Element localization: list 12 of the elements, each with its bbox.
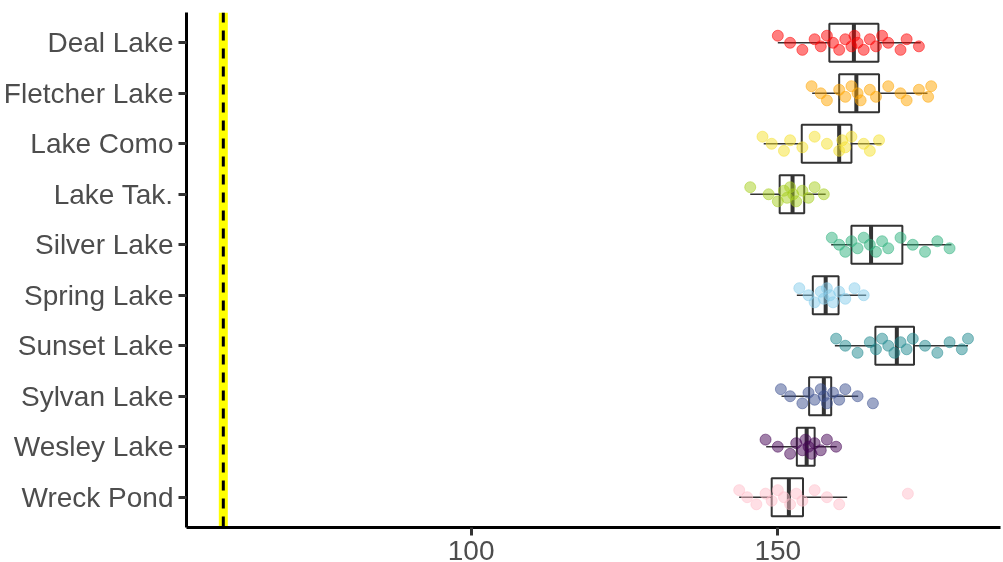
y-tick-label: Fletcher Lake <box>3 77 174 109</box>
y-tick-label: Spring Lake <box>24 279 174 311</box>
y-tick-label: Wesley Lake <box>13 431 174 463</box>
y-tick-label: Sylvan Lake <box>20 380 174 412</box>
y-tick-label: Lake Tak. <box>53 178 173 210</box>
y-tick-label: Silver Lake <box>34 229 174 261</box>
y-tick-label: Deal Lake <box>47 27 174 59</box>
x-tick-label: 100 <box>447 534 495 562</box>
y-tick-label: Sunset Lake <box>17 330 174 362</box>
y-tick-label: Wreck Pond <box>21 481 174 513</box>
x-tick-label: 150 <box>754 534 802 562</box>
y-tick-label: Lake Como <box>30 128 174 160</box>
